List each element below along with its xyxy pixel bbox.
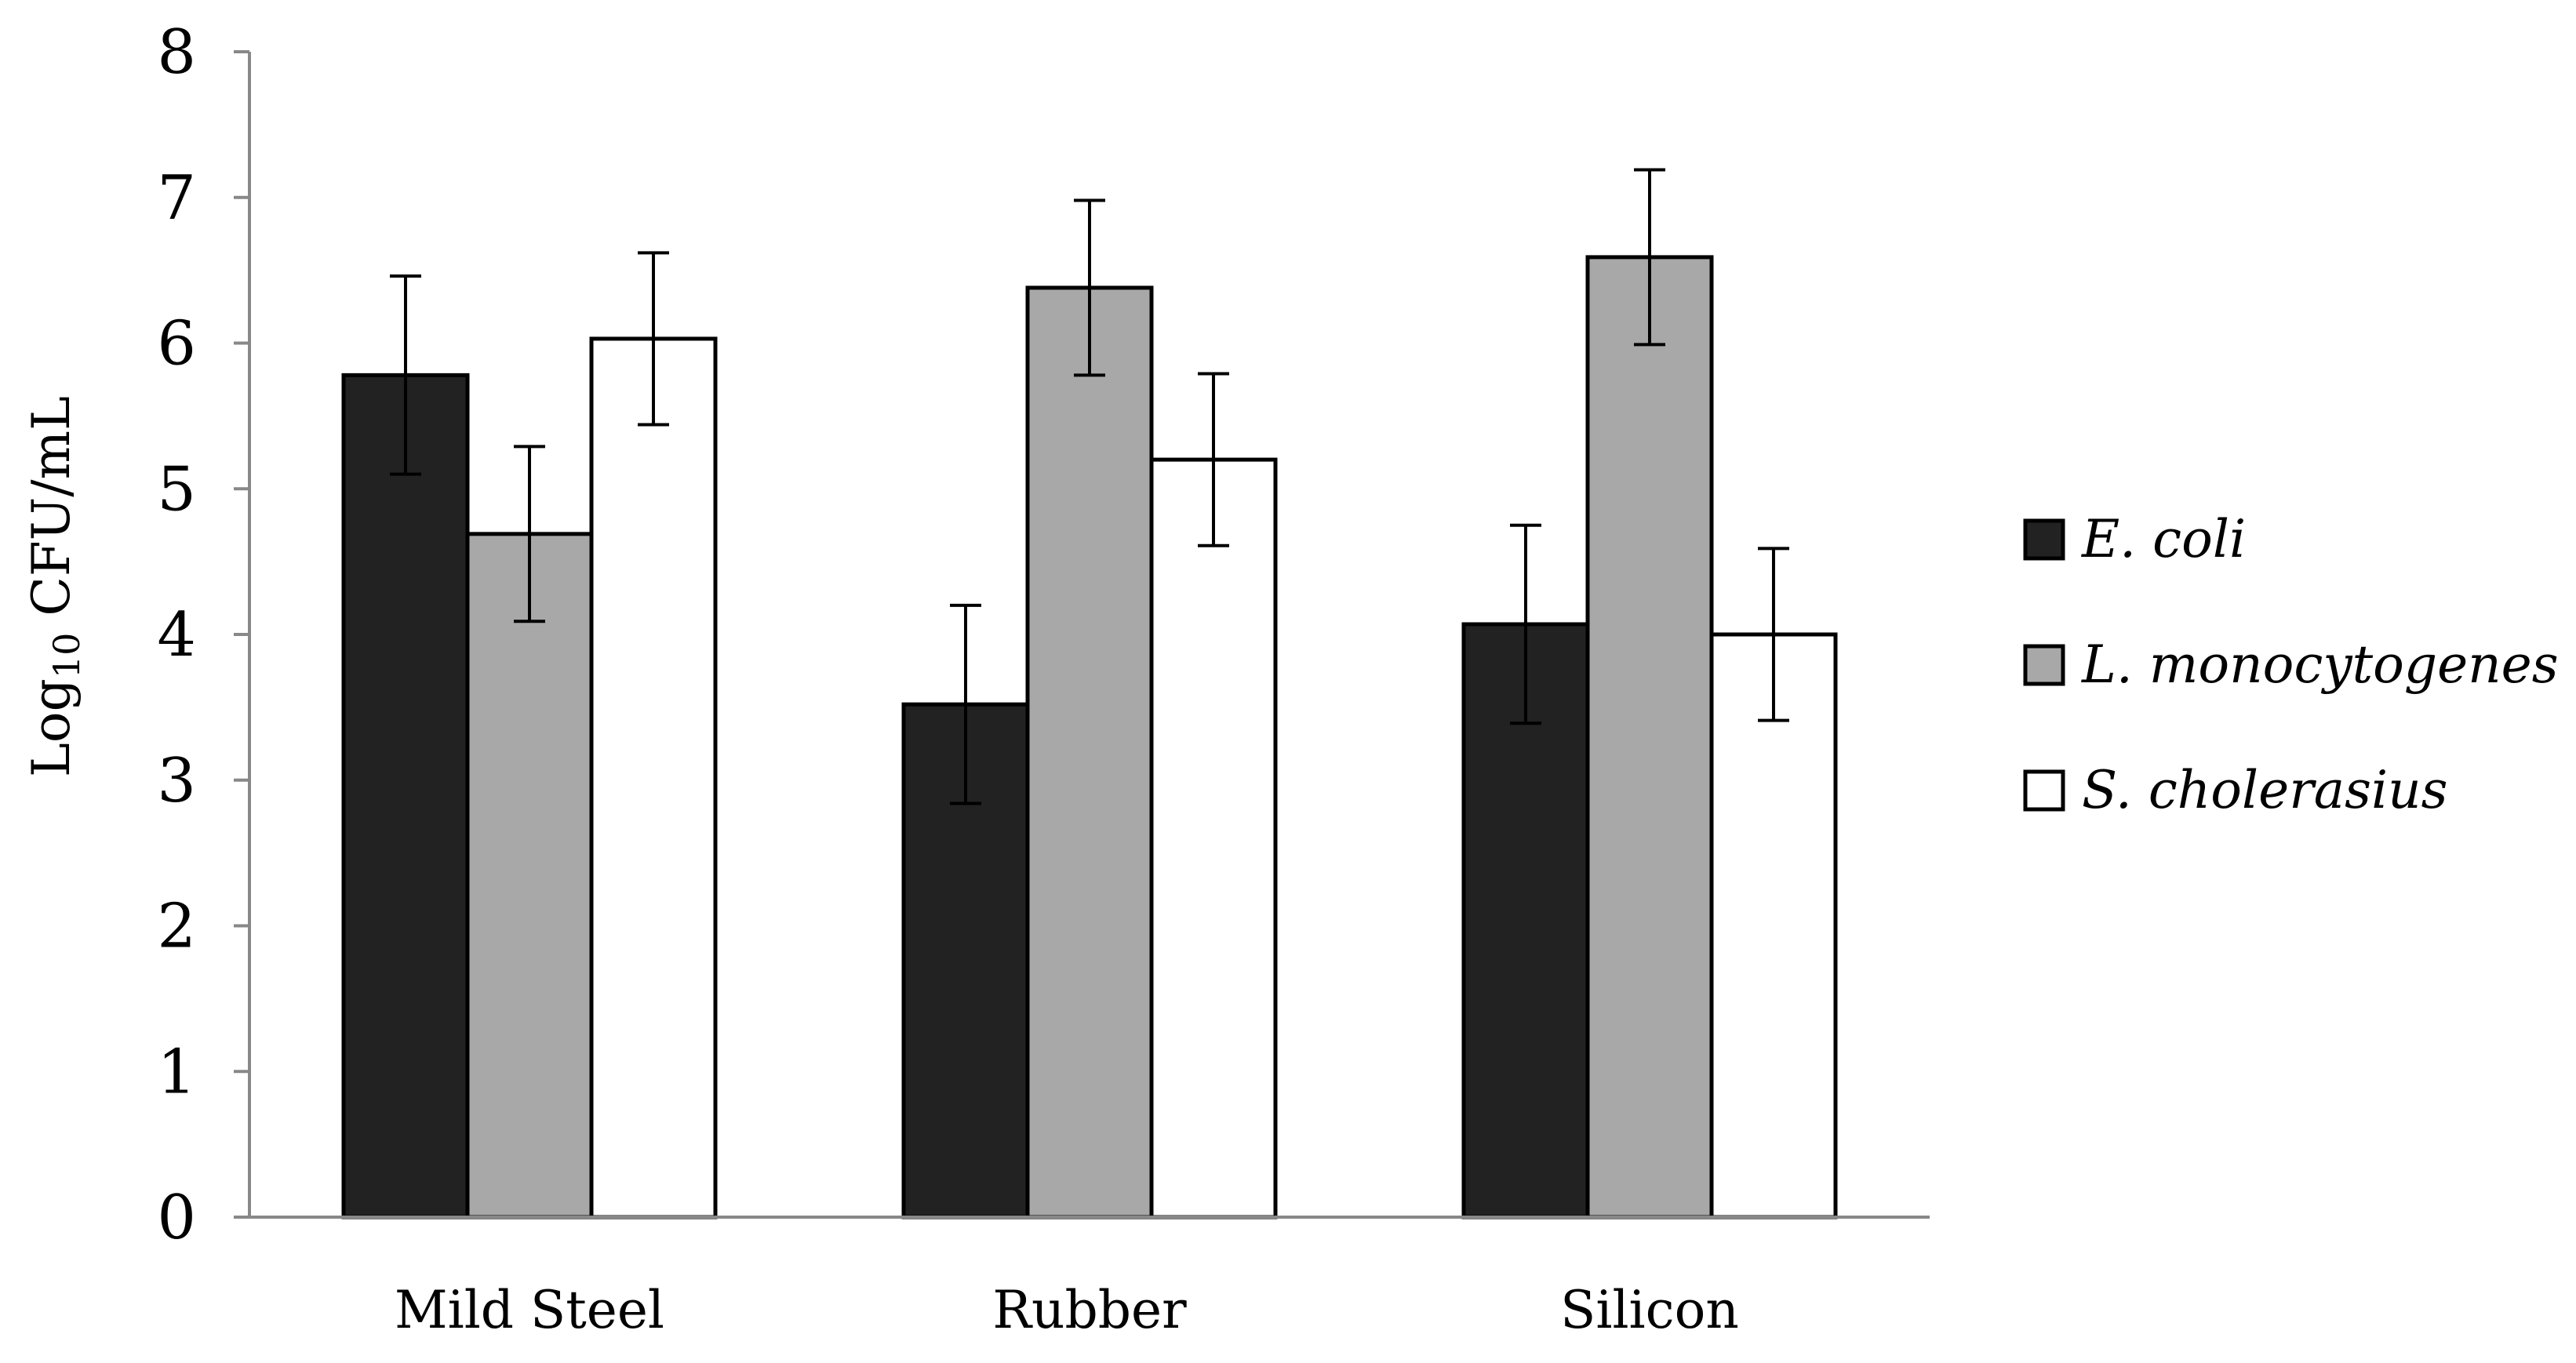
- x-tick-label: Silicon: [1560, 1280, 1739, 1340]
- bar: [1025, 285, 1154, 1219]
- y-axis-title-subscript: 10: [45, 633, 88, 679]
- legend-swatch: [2023, 518, 2065, 561]
- bar: [1149, 457, 1278, 1219]
- plot-area: 0 1 2 3 4 5 6 7 8 Mild Steel Rubber Silicon: [157, 17, 1930, 1340]
- bar: [589, 336, 718, 1219]
- y-tick-label: 1: [157, 1037, 196, 1107]
- y-tick-label: 0: [157, 1183, 196, 1253]
- bar: [341, 373, 470, 1219]
- y-tick-label: 8: [157, 17, 196, 88]
- y-tick-label: 4: [157, 600, 196, 671]
- legend-swatch: [2023, 644, 2065, 686]
- y-tick-label: 2: [157, 892, 196, 962]
- legend-label: S. cholerasius: [2082, 760, 2447, 820]
- x-tick-label: Rubber: [992, 1280, 1187, 1340]
- y-tick-label: 5: [157, 454, 196, 525]
- y-tick-label: 3: [157, 746, 196, 816]
- y-tick-label: 7: [157, 163, 196, 234]
- legend-label: E. coli: [2081, 509, 2246, 569]
- y-axis-title: Log10 CFU/mL: [21, 396, 88, 777]
- y-axis-title-prefix: Log: [21, 678, 82, 777]
- legend-label: L. monocytogenes: [2081, 634, 2559, 695]
- legend: E. coli L. monocytogenes S. cholerasius: [2023, 509, 2559, 820]
- bar: [465, 532, 594, 1219]
- bar: [1585, 255, 1714, 1219]
- legend-swatch: [2023, 769, 2065, 812]
- x-tick-label: Mild Steel: [395, 1280, 664, 1340]
- y-axis-title-suffix: CFU/mL: [21, 396, 82, 633]
- y-tick-label: 6: [157, 309, 196, 380]
